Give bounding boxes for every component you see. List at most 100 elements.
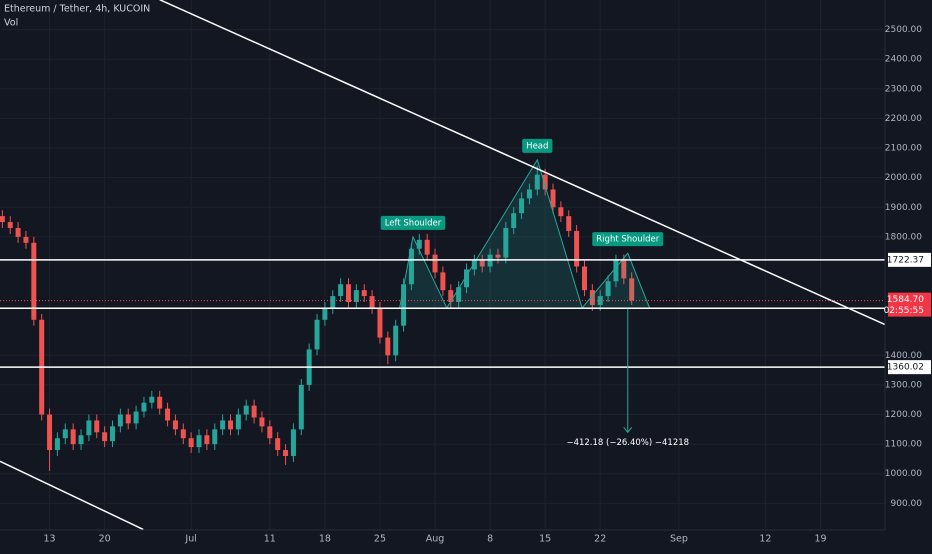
candle-body <box>70 429 76 445</box>
candle-body <box>401 284 407 326</box>
candle-body <box>78 435 84 445</box>
candle-body <box>251 405 257 418</box>
y-tick-label: 2100.00 <box>885 144 922 154</box>
candle-body <box>157 396 163 409</box>
x-tick-label: Aug <box>426 534 445 545</box>
y-tick-label: 2200.00 <box>885 114 922 124</box>
candle-body <box>542 174 548 190</box>
candle-body <box>330 296 336 308</box>
level-label: 1360.02 <box>887 363 924 373</box>
candle-body <box>424 239 430 255</box>
candle-body <box>31 242 37 320</box>
candle-body <box>23 236 29 243</box>
candle-body <box>141 402 147 412</box>
y-tick-label: 2300.00 <box>885 84 922 94</box>
candle-body <box>196 435 202 448</box>
y-tick-label: 900.00 <box>891 499 923 509</box>
candle-body <box>149 396 155 403</box>
x-tick-label: 15 <box>539 534 551 545</box>
x-tick-label: 13 <box>44 534 56 545</box>
candle-body <box>54 438 60 451</box>
candle-body <box>605 281 611 297</box>
candle-body <box>133 411 139 424</box>
candle-body <box>550 189 556 208</box>
candle-body <box>212 429 218 445</box>
countdown: 02:55:55 <box>884 306 924 316</box>
candle-body <box>165 408 171 421</box>
candle-body <box>377 307 383 338</box>
level-tag <box>888 252 931 267</box>
x-tick-label: Sep <box>670 534 688 545</box>
candle-body <box>534 174 540 190</box>
chart-title: Ethereum / Tether, 4h, KUCOIN <box>4 4 150 15</box>
candle-body <box>393 325 399 356</box>
last-price-label: 1584.70 <box>887 295 924 305</box>
x-tick-label: 22 <box>594 534 606 545</box>
x-tick-label: 20 <box>99 534 111 545</box>
candle-body <box>94 420 100 433</box>
candle-body <box>243 405 249 415</box>
candle-body <box>109 426 115 442</box>
trendline <box>0 460 144 531</box>
candle-body <box>408 248 414 285</box>
candle-body <box>471 260 477 270</box>
candle-body <box>338 284 344 297</box>
candle-body <box>267 426 273 439</box>
candle-body <box>188 438 194 448</box>
candle-body <box>456 287 462 303</box>
x-tick-label: 8 <box>487 534 493 545</box>
candle-body <box>172 420 178 430</box>
measure-arrowhead <box>623 426 633 434</box>
y-tick-label: 1000.00 <box>885 469 922 479</box>
candle-body <box>180 429 186 439</box>
candle-body <box>495 254 501 258</box>
candle-body <box>432 254 438 273</box>
trendline <box>159 0 886 326</box>
candle-body <box>235 414 241 430</box>
head-shoulders-pattern <box>399 158 651 310</box>
candle-body <box>86 420 92 436</box>
candle-body <box>125 414 131 424</box>
x-tick-label: 25 <box>374 534 386 545</box>
y-tick-label: 1100.00 <box>885 440 922 450</box>
pattern-label-box <box>380 215 446 230</box>
candle-body <box>613 260 619 282</box>
candle-body <box>511 213 517 228</box>
candle-body <box>283 450 289 456</box>
candle-body <box>526 189 532 199</box>
candle-body <box>204 435 210 445</box>
candle-body <box>62 429 68 439</box>
pattern-label: Left Shoulder <box>385 218 442 228</box>
candle-body <box>102 432 108 442</box>
candle-body <box>566 216 572 231</box>
candle-body <box>47 414 53 451</box>
indicator-label: Vol <box>4 18 18 29</box>
candle-body <box>519 198 525 214</box>
pattern-label-box <box>522 138 553 153</box>
level-tag <box>888 360 931 375</box>
level-label: 1722.37 <box>887 255 924 265</box>
candle-body <box>298 384 304 430</box>
candle-body <box>227 420 233 430</box>
y-tick-label: 1900.00 <box>885 203 922 213</box>
candle-body <box>314 319 320 350</box>
candle-body <box>385 337 391 356</box>
price-axis <box>885 0 932 550</box>
candle-body <box>463 269 469 288</box>
candle-body <box>259 417 265 427</box>
candle-body <box>574 230 580 267</box>
y-tick-label: 1200.00 <box>885 410 922 420</box>
candle-body <box>361 290 367 297</box>
candle-body <box>322 307 328 320</box>
y-tick-label: 2500.00 <box>885 25 922 35</box>
candle-body <box>353 290 359 303</box>
candle-body <box>558 207 564 217</box>
candle-body <box>581 266 587 291</box>
x-tick-label: 12 <box>759 534 771 545</box>
pattern-label: Head <box>526 141 548 151</box>
x-tick-label: 11 <box>264 534 276 545</box>
candle-body <box>290 429 296 456</box>
measure-label: −412.18 (−26.40%) −41218 <box>566 438 689 448</box>
last-price-tag <box>888 292 931 317</box>
